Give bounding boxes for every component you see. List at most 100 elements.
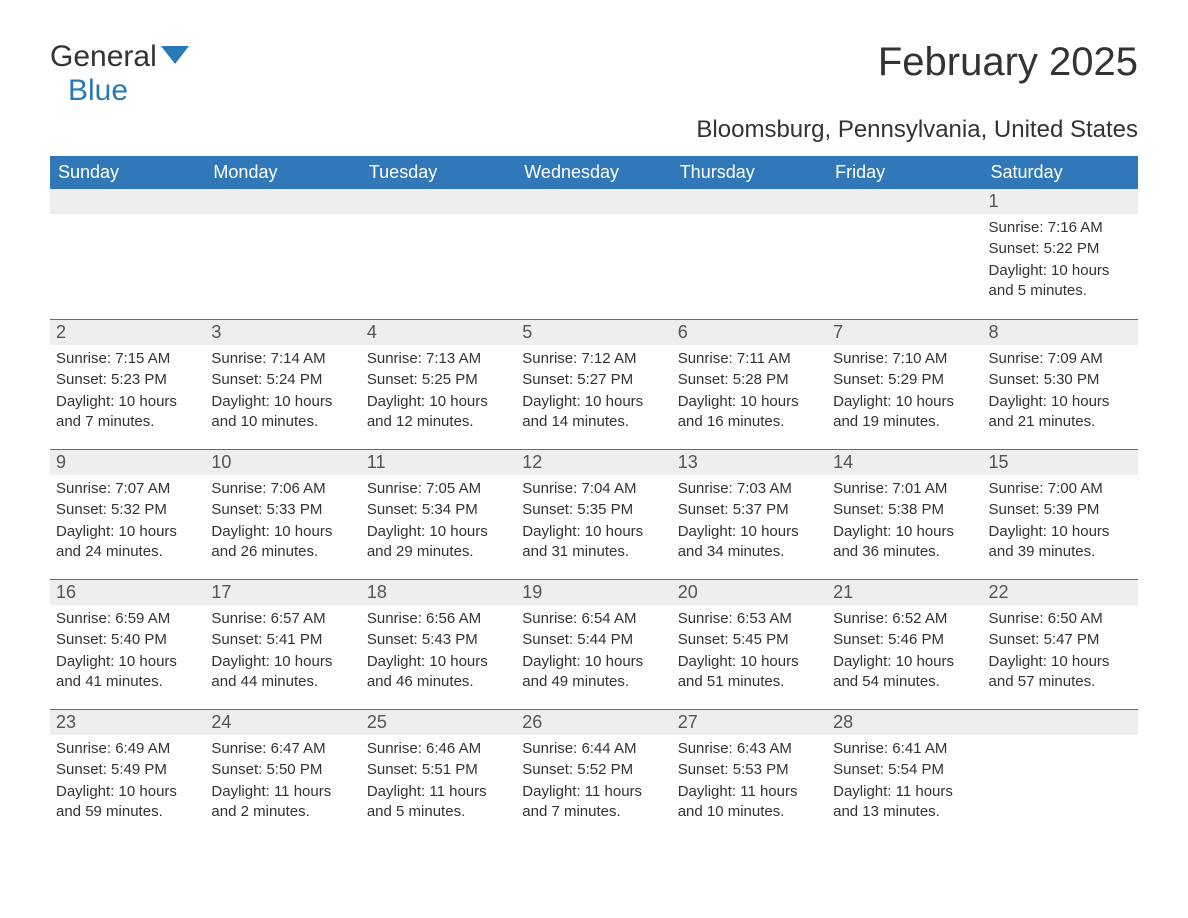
- sunrise-text: Sunrise: 7:16 AM: [989, 218, 1132, 238]
- day-number: 12: [516, 449, 671, 475]
- day-number: [205, 189, 360, 214]
- day-number: 17: [205, 579, 360, 605]
- sunrise-text: Sunrise: 6:52 AM: [833, 609, 976, 629]
- sunrise-text: Sunrise: 6:46 AM: [367, 739, 510, 759]
- sunrise-text: Sunrise: 7:00 AM: [989, 479, 1132, 499]
- day-number: 21: [827, 579, 982, 605]
- day-content: Sunrise: 7:06 AMSunset: 5:33 PMDaylight:…: [205, 475, 360, 567]
- sunrise-text: Sunrise: 6:43 AM: [678, 739, 821, 759]
- sunset-text: Sunset: 5:45 PM: [678, 630, 821, 650]
- day-content: Sunrise: 6:47 AMSunset: 5:50 PMDaylight:…: [205, 735, 360, 827]
- calendar-day-cell: 17Sunrise: 6:57 AMSunset: 5:41 PMDayligh…: [205, 579, 360, 709]
- sunset-text: Sunset: 5:52 PM: [522, 760, 665, 780]
- day-content: Sunrise: 7:05 AMSunset: 5:34 PMDaylight:…: [361, 475, 516, 567]
- day-content: Sunrise: 7:03 AMSunset: 5:37 PMDaylight:…: [672, 475, 827, 567]
- daylight-text: Daylight: 10 hours and 7 minutes.: [56, 392, 199, 433]
- calendar-day-cell: 7Sunrise: 7:10 AMSunset: 5:29 PMDaylight…: [827, 319, 982, 449]
- daylight-text: Daylight: 10 hours and 51 minutes.: [678, 652, 821, 693]
- sunset-text: Sunset: 5:39 PM: [989, 500, 1132, 520]
- day-number: 27: [672, 709, 827, 735]
- calendar-day-cell: 10Sunrise: 7:06 AMSunset: 5:33 PMDayligh…: [205, 449, 360, 579]
- day-content: Sunrise: 6:44 AMSunset: 5:52 PMDaylight:…: [516, 735, 671, 827]
- day-content: Sunrise: 6:43 AMSunset: 5:53 PMDaylight:…: [672, 735, 827, 827]
- sunrise-text: Sunrise: 6:56 AM: [367, 609, 510, 629]
- sunset-text: Sunset: 5:27 PM: [522, 370, 665, 390]
- calendar-day-cell: 20Sunrise: 6:53 AMSunset: 5:45 PMDayligh…: [672, 579, 827, 709]
- sunset-text: Sunset: 5:51 PM: [367, 760, 510, 780]
- sunrise-text: Sunrise: 7:09 AM: [989, 349, 1132, 369]
- calendar-week-row: 9Sunrise: 7:07 AMSunset: 5:32 PMDaylight…: [50, 449, 1138, 579]
- day-number: 16: [50, 579, 205, 605]
- daylight-text: Daylight: 10 hours and 10 minutes.: [211, 392, 354, 433]
- day-content: Sunrise: 7:10 AMSunset: 5:29 PMDaylight:…: [827, 345, 982, 437]
- calendar-day-cell: 6Sunrise: 7:11 AMSunset: 5:28 PMDaylight…: [672, 319, 827, 449]
- day-number: 7: [827, 319, 982, 345]
- daylight-text: Daylight: 10 hours and 39 minutes.: [989, 522, 1132, 563]
- calendar-day-cell: 9Sunrise: 7:07 AMSunset: 5:32 PMDaylight…: [50, 449, 205, 579]
- sunrise-text: Sunrise: 6:50 AM: [989, 609, 1132, 629]
- day-content: Sunrise: 7:09 AMSunset: 5:30 PMDaylight:…: [983, 345, 1138, 437]
- sunset-text: Sunset: 5:34 PM: [367, 500, 510, 520]
- sunset-text: Sunset: 5:43 PM: [367, 630, 510, 650]
- sunrise-text: Sunrise: 6:53 AM: [678, 609, 821, 629]
- sunrise-text: Sunrise: 6:44 AM: [522, 739, 665, 759]
- calendar-day-cell: 2 Sunrise: 7:15 AMSunset: 5:23 PMDaylight…: [50, 319, 205, 449]
- sunset-text: Sunset: 5:28 PM: [678, 370, 821, 390]
- weekday-header: Sunday: [50, 156, 205, 189]
- logo-text-general: General: [50, 40, 157, 73]
- day-number: 28: [827, 709, 982, 735]
- page-title: February 2025: [878, 40, 1138, 85]
- day-number: 13: [672, 449, 827, 475]
- day-content: [672, 214, 827, 222]
- sunset-text: Sunset: 5:35 PM: [522, 500, 665, 520]
- sunrise-text: Sunrise: 7:12 AM: [522, 349, 665, 369]
- daylight-text: Daylight: 10 hours and 31 minutes.: [522, 522, 665, 563]
- weekday-header: Tuesday: [361, 156, 516, 189]
- day-content: Sunrise: 7:07 AMSunset: 5:32 PMDaylight:…: [50, 475, 205, 567]
- sunset-text: Sunset: 5:47 PM: [989, 630, 1132, 650]
- sunset-text: Sunset: 5:44 PM: [522, 630, 665, 650]
- day-number: 9: [50, 449, 205, 475]
- calendar-day-cell: [50, 189, 205, 319]
- sunset-text: Sunset: 5:24 PM: [211, 370, 354, 390]
- sunrise-text: Sunrise: 7:07 AM: [56, 479, 199, 499]
- sunset-text: Sunset: 5:46 PM: [833, 630, 976, 650]
- day-number: 1: [983, 189, 1138, 214]
- calendar-day-cell: 27Sunrise: 6:43 AMSunset: 5:53 PMDayligh…: [672, 709, 827, 839]
- calendar-day-cell: 4Sunrise: 7:13 AMSunset: 5:25 PMDaylight…: [361, 319, 516, 449]
- sunrise-text: Sunrise: 7:01 AM: [833, 479, 976, 499]
- sunrise-text: Sunrise: 7:04 AM: [522, 479, 665, 499]
- day-content: Sunrise: 6:41 AMSunset: 5:54 PMDaylight:…: [827, 735, 982, 827]
- day-content: Sunrise: 7:16 AMSunset: 5:22 PMDaylight:…: [983, 214, 1138, 306]
- sunset-text: Sunset: 5:33 PM: [211, 500, 354, 520]
- header: General Blue February 2025: [50, 40, 1138, 108]
- day-number: 4: [361, 319, 516, 345]
- daylight-text: Daylight: 10 hours and 44 minutes.: [211, 652, 354, 693]
- day-number: 19: [516, 579, 671, 605]
- daylight-text: Daylight: 10 hours and 41 minutes.: [56, 652, 199, 693]
- sunset-text: Sunset: 5:23 PM: [56, 370, 199, 390]
- daylight-text: Daylight: 11 hours and 10 minutes.: [678, 782, 821, 823]
- sunset-text: Sunset: 5:32 PM: [56, 500, 199, 520]
- sunset-text: Sunset: 5:54 PM: [833, 760, 976, 780]
- calendar-day-cell: 11Sunrise: 7:05 AMSunset: 5:34 PMDayligh…: [361, 449, 516, 579]
- sunrise-text: Sunrise: 6:41 AM: [833, 739, 976, 759]
- day-content: Sunrise: 7:13 AMSunset: 5:25 PMDaylight:…: [361, 345, 516, 437]
- calendar-table: SundayMondayTuesdayWednesdayThursdayFrid…: [50, 156, 1138, 839]
- day-number: [361, 189, 516, 214]
- day-content: [516, 214, 671, 222]
- day-content: Sunrise: 6:59 AMSunset: 5:40 PMDaylight:…: [50, 605, 205, 697]
- weekday-header: Wednesday: [516, 156, 671, 189]
- daylight-text: Daylight: 10 hours and 57 minutes.: [989, 652, 1132, 693]
- daylight-text: Daylight: 10 hours and 49 minutes.: [522, 652, 665, 693]
- day-number: 2: [50, 319, 205, 345]
- day-content: Sunrise: 6:46 AMSunset: 5:51 PMDaylight:…: [361, 735, 516, 827]
- calendar-day-cell: 25Sunrise: 6:46 AMSunset: 5:51 PMDayligh…: [361, 709, 516, 839]
- calendar-body: 1Sunrise: 7:16 AMSunset: 5:22 PMDaylight…: [50, 189, 1138, 839]
- logo-text-blue: Blue: [68, 74, 189, 108]
- day-content: Sunrise: 6:56 AMSunset: 5:43 PMDaylight:…: [361, 605, 516, 697]
- sunrise-text: Sunrise: 7:15 AM: [56, 349, 199, 369]
- logo: General Blue: [50, 40, 189, 108]
- day-number: 6: [672, 319, 827, 345]
- daylight-text: Daylight: 10 hours and 19 minutes.: [833, 392, 976, 433]
